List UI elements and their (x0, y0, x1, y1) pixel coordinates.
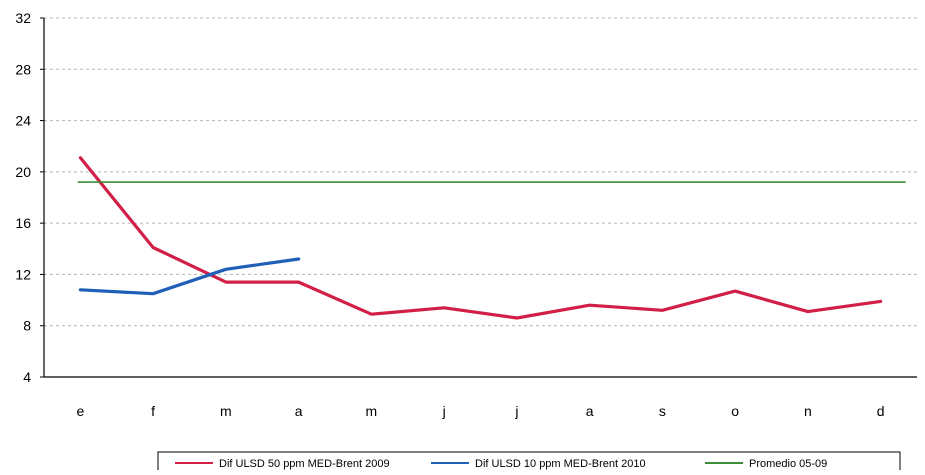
y-tick-label: 32 (15, 10, 31, 26)
data-point (443, 306, 445, 309)
data-point (152, 246, 154, 249)
data-point (297, 258, 300, 260)
data-point (370, 313, 373, 315)
x-tick-label: m (366, 403, 378, 419)
y-tick-label: 16 (15, 215, 31, 231)
data-point (588, 304, 591, 307)
data-point (225, 281, 227, 283)
data-point (807, 310, 809, 313)
x-tick-label: e (76, 403, 84, 419)
y-tick-label: 8 (23, 318, 31, 334)
grid-layer (44, 17, 917, 327)
legend: Dif ULSD 50 ppm MED-Brent 2009 Dif ULSD 1… (157, 451, 901, 475)
data-point (297, 281, 300, 283)
x-tick-label: d (877, 403, 885, 419)
y-tick-label: 28 (15, 61, 31, 77)
y-tick-label: 20 (15, 164, 31, 180)
series-layer (77, 156, 906, 320)
x-tick-label: j (442, 403, 446, 419)
axis-layer: 4 8 12 16 20 24 28 32 e f m a m j j a s o n d (15, 10, 917, 419)
data-point (225, 268, 227, 271)
data-point (661, 309, 664, 312)
legend-label: Dif ULSD 10 ppm MED-Brent 2010 (475, 458, 646, 470)
y-tick-label: 12 (15, 266, 31, 282)
x-tick-label: a (586, 403, 594, 419)
y-tick-label: 4 (23, 369, 31, 385)
legend-label: Promedio 05-09 (749, 458, 827, 470)
x-tick-label: f (151, 403, 155, 419)
x-tick-label: a (295, 403, 303, 419)
data-point (879, 300, 882, 303)
series-line-1 (78, 156, 883, 320)
data-point (734, 290, 736, 292)
x-tick-label: m (220, 403, 232, 419)
x-tick-label: o (731, 403, 739, 419)
x-tick-label: j (514, 403, 518, 419)
data-point (152, 292, 154, 295)
data-point (516, 317, 518, 319)
legend-label: Dif ULSD 50 ppm MED-Brent 2009 (219, 458, 390, 470)
series-line-2 (78, 257, 301, 296)
data-point (79, 289, 82, 291)
data-point (79, 156, 82, 159)
x-tick-label: s (659, 403, 666, 419)
x-tick-label: n (804, 403, 812, 419)
y-tick-label: 24 (15, 113, 31, 129)
